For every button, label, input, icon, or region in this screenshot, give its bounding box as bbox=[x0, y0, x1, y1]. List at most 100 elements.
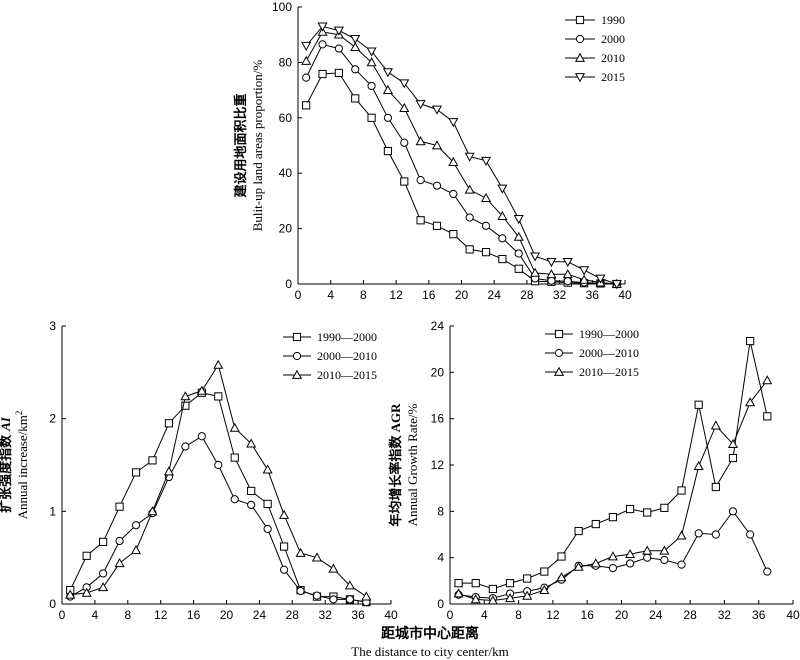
legend-entry: 1990 bbox=[565, 13, 625, 27]
x-tick-label: 16 bbox=[581, 608, 595, 622]
data-point bbox=[302, 101, 311, 110]
x-tick-label: 0 bbox=[59, 608, 66, 622]
panel-top-proportion: 0 20 40 60 80 100 0 4 8 12 16 20 24 28 32 36 40 建设用地面积比重 B… bbox=[233, 0, 632, 302]
x-tick-label: 20 bbox=[455, 288, 469, 302]
data-point bbox=[611, 280, 622, 290]
data-point bbox=[351, 65, 360, 74]
y-title-en: Annual increase/km2 bbox=[14, 411, 30, 520]
legend-entry: 2000 bbox=[565, 32, 625, 46]
legend-entry: 2010 bbox=[565, 51, 625, 65]
x-tick-label: 8 bbox=[515, 608, 522, 622]
x-tick-label: 40 bbox=[786, 608, 800, 622]
data-point bbox=[625, 559, 635, 568]
data-point bbox=[557, 552, 566, 561]
data-point bbox=[465, 213, 474, 222]
data-point bbox=[573, 561, 584, 571]
y-tick-label: 3 bbox=[49, 319, 56, 333]
legend-label: 1990—2000 bbox=[317, 330, 377, 344]
data-point bbox=[523, 574, 532, 583]
series-line bbox=[305, 25, 617, 285]
x-tick-label: 12 bbox=[546, 608, 560, 622]
data-point bbox=[481, 248, 491, 257]
y-tick-label: 8 bbox=[437, 504, 444, 518]
data-point bbox=[497, 210, 508, 220]
x-tick-label: 8 bbox=[360, 288, 367, 302]
y-tick-label: 4 bbox=[437, 551, 444, 565]
legend-entry: 1990—2000 bbox=[545, 327, 639, 341]
legend-label: 2010—2015 bbox=[317, 368, 377, 382]
data-point bbox=[431, 105, 443, 115]
data-point bbox=[540, 567, 549, 576]
data-point bbox=[746, 336, 755, 346]
data-point bbox=[279, 542, 289, 551]
data-point bbox=[81, 587, 92, 597]
y-title-cn: 年均增长率指数 AGR bbox=[388, 403, 403, 527]
data-point bbox=[590, 558, 601, 568]
data-point bbox=[350, 41, 361, 52]
data-point bbox=[513, 231, 524, 241]
data-point bbox=[279, 565, 289, 574]
y-tick-label: 100 bbox=[272, 0, 292, 14]
legend-marker bbox=[574, 73, 586, 83]
data-point bbox=[481, 221, 491, 230]
data-point bbox=[763, 567, 772, 576]
data-point bbox=[311, 552, 323, 562]
data-point bbox=[367, 81, 376, 91]
x-tick-label: 32 bbox=[553, 288, 567, 302]
data-point bbox=[464, 184, 475, 194]
data-point bbox=[693, 460, 704, 471]
data-point bbox=[351, 94, 360, 103]
data-point bbox=[214, 460, 223, 470]
x-tick-label: 0 bbox=[447, 608, 454, 622]
data-point bbox=[448, 118, 459, 128]
data-point bbox=[263, 524, 272, 534]
data-point bbox=[296, 586, 305, 596]
legend-marker bbox=[554, 348, 564, 358]
x-tick-label: 12 bbox=[154, 608, 168, 622]
data-point bbox=[595, 274, 606, 284]
data-point bbox=[480, 192, 492, 202]
data-point bbox=[334, 68, 343, 78]
data-point bbox=[295, 547, 306, 557]
x-tick-label: 16 bbox=[422, 288, 436, 302]
data-point bbox=[328, 563, 339, 573]
data-point bbox=[262, 464, 273, 474]
series-1 bbox=[66, 432, 371, 607]
data-point bbox=[453, 588, 464, 598]
data-point bbox=[762, 375, 773, 385]
series-3 bbox=[301, 22, 622, 290]
legend-marker bbox=[554, 329, 564, 339]
legend-label: 2000 bbox=[601, 32, 625, 46]
data-point bbox=[579, 274, 590, 284]
data-point bbox=[246, 438, 257, 448]
legend-entry: 1990—2000 bbox=[283, 330, 377, 344]
data-point bbox=[659, 545, 670, 555]
x-tick-label: 4 bbox=[327, 288, 334, 302]
data-point bbox=[416, 176, 425, 185]
data-point bbox=[312, 591, 322, 600]
data-point bbox=[114, 557, 125, 568]
legend-label: 2000—2010 bbox=[579, 346, 639, 360]
data-point bbox=[448, 156, 459, 166]
data-point bbox=[366, 57, 377, 67]
data-point bbox=[415, 100, 426, 110]
data-point bbox=[115, 502, 124, 511]
x-title-cn: 距城市中心距离 bbox=[381, 625, 479, 642]
data-point bbox=[694, 529, 703, 538]
legend-marker bbox=[292, 351, 302, 361]
series-2 bbox=[453, 375, 773, 605]
data-point bbox=[214, 392, 223, 401]
data-point bbox=[497, 184, 508, 194]
data-point bbox=[710, 420, 721, 430]
data-point bbox=[345, 595, 354, 604]
data-point bbox=[344, 580, 355, 590]
data-point bbox=[579, 266, 590, 276]
x-tick-label: 16 bbox=[187, 608, 201, 622]
y-tick-label: 80 bbox=[279, 55, 293, 69]
data-point bbox=[487, 595, 498, 605]
x-tick-label: 24 bbox=[253, 608, 267, 622]
data-point bbox=[677, 560, 686, 569]
y-title-cn: 扩张强度指数AI bbox=[0, 416, 13, 513]
data-point bbox=[82, 551, 91, 560]
